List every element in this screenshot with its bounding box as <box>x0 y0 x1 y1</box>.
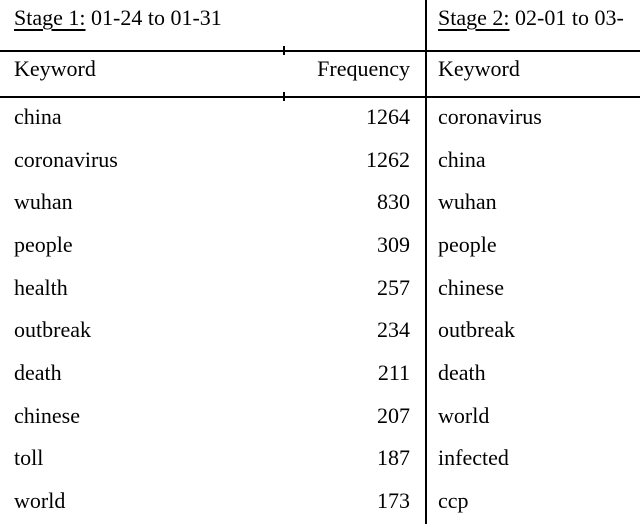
table-row: toll 187 <box>14 447 410 469</box>
stage1-keyword-column-header: Keyword <box>14 56 96 81</box>
stage1-date-range: 01-24 to 01-31 <box>91 5 222 30</box>
stage2-header-row: Keyword <box>438 58 633 80</box>
table-row: coronavirus <box>438 106 633 128</box>
frequency-cell: 830 <box>377 189 410 214</box>
stage1-label: Stage 1: <box>14 5 86 30</box>
table-row: world <box>438 405 633 427</box>
stage1-title: Stage 1: 01-24 to 01-31 <box>14 7 222 29</box>
table-row: chinese 207 <box>14 405 410 427</box>
table-row: outbreak 234 <box>14 319 410 341</box>
stage2-date-range: 02-01 to 03- <box>515 5 624 30</box>
keyword-cell: chinese <box>438 275 504 300</box>
table-row: health 257 <box>14 277 410 299</box>
frequency-cell: 173 <box>377 488 410 513</box>
table-row: death <box>438 362 633 384</box>
stage-column-divider <box>425 0 427 524</box>
stage2-label: Stage 2: <box>438 5 510 30</box>
keyword-cell: china <box>14 104 62 129</box>
stage1-frequency-column-header: Frequency <box>317 56 410 81</box>
frequency-cell: 1264 <box>366 104 410 129</box>
column-boundary-tick-header <box>283 92 285 101</box>
table-row: ccp <box>438 490 633 512</box>
header-horizontal-rule <box>0 96 640 98</box>
column-boundary-tick-top <box>283 46 285 55</box>
keyword-cell: health <box>14 275 68 300</box>
frequency-cell: 207 <box>377 403 410 428</box>
table-row: chinese <box>438 277 633 299</box>
frequency-cell: 211 <box>377 360 410 385</box>
stage1-header-row: Keyword Frequency <box>14 58 410 80</box>
table-row: coronavirus 1262 <box>14 149 410 171</box>
stage2-title: Stage 2: 02-01 to 03- <box>438 7 624 29</box>
keyword-cell: death <box>438 360 486 385</box>
keyword-cell: ccp <box>438 488 469 513</box>
keyword-cell: coronavirus <box>14 147 118 172</box>
keyword-cell: wuhan <box>438 189 497 214</box>
keyword-cell: china <box>438 147 486 172</box>
keyword-cell: people <box>14 232 73 257</box>
frequency-cell: 187 <box>377 445 410 470</box>
keyword-cell: world <box>438 403 490 428</box>
keyword-cell: people <box>438 232 497 257</box>
keyword-cell: wuhan <box>14 189 73 214</box>
frequency-cell: 309 <box>377 232 410 257</box>
table-row: wuhan <box>438 191 633 213</box>
frequency-cell: 257 <box>377 275 410 300</box>
keyword-cell: outbreak <box>438 317 515 342</box>
frequency-cell: 1262 <box>366 147 410 172</box>
table-row: infected <box>438 447 633 469</box>
table-row: outbreak <box>438 319 633 341</box>
table-row: world 173 <box>14 490 410 512</box>
keyword-cell: death <box>14 360 62 385</box>
table-row: people 309 <box>14 234 410 256</box>
keyword-cell: coronavirus <box>438 104 542 129</box>
table-row: death 211 <box>14 362 410 384</box>
keyword-cell: infected <box>438 445 509 470</box>
frequency-cell: 234 <box>377 317 410 342</box>
keyword-cell: outbreak <box>14 317 91 342</box>
top-horizontal-rule <box>0 50 640 52</box>
keyword-cell: world <box>14 488 66 513</box>
table-row: people <box>438 234 633 256</box>
stage2-keyword-column-header: Keyword <box>438 56 520 81</box>
keyword-cell: chinese <box>14 403 80 428</box>
table-row: china <box>438 149 633 171</box>
keyword-cell: toll <box>14 445 44 470</box>
table-row: china 1264 <box>14 106 410 128</box>
table-row: wuhan 830 <box>14 191 410 213</box>
